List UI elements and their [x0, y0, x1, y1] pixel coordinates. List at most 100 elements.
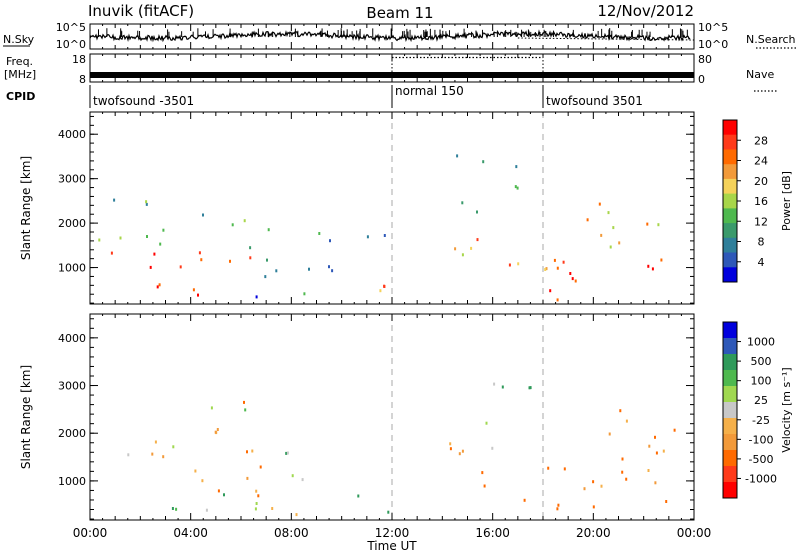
data-cell [153, 252, 156, 256]
colorbar-tick-label: -1000 [745, 472, 777, 485]
data-cell [145, 200, 148, 204]
y-tick-label: 4000 [58, 332, 86, 345]
data-cell [454, 247, 457, 251]
y-tick-label: 1000 [58, 475, 86, 488]
data-cell [210, 406, 213, 410]
data-cell [523, 498, 526, 502]
freq-segment [392, 72, 543, 78]
data-cell [619, 409, 622, 413]
station-title: Inuvik (fitACF) [88, 2, 194, 20]
data-cell [529, 386, 532, 390]
y-tick-label: 3000 [58, 173, 86, 186]
freq-segment [543, 72, 694, 78]
data-cell [257, 494, 260, 498]
data-cell [198, 251, 201, 255]
x-tick-label: 16:00 [475, 526, 510, 540]
data-cell [264, 275, 267, 279]
data-cell [151, 452, 154, 456]
data-cell [483, 484, 486, 488]
freq-unit: [MHz] [4, 68, 36, 81]
data-cell [303, 292, 306, 296]
data-cell [646, 222, 649, 226]
data-cell [625, 477, 628, 481]
data-cell [517, 262, 520, 266]
data-cell [660, 258, 663, 262]
y-axis-label: Slant Range [km] [19, 156, 33, 260]
colorbar-segment [723, 252, 737, 268]
y-axis-label: Slant Range [km] [19, 365, 33, 469]
nsky-panel: N.Sky 10^5 10^0 10^5 10^0 N.Search [3, 21, 797, 51]
data-cell [291, 474, 294, 478]
data-cell [249, 256, 252, 260]
colorbar-tick-label: 8 [758, 236, 765, 249]
colorbar-tick-label: 4 [758, 256, 765, 269]
data-cell [192, 288, 195, 292]
x-tick-label: 00:00 [73, 526, 108, 540]
colorbar-segment [723, 178, 737, 195]
data-cell [149, 265, 152, 269]
freq-tick-top: 18 [72, 53, 86, 66]
data-cell [612, 226, 615, 230]
nsearch-tick-top: 10^5 [698, 21, 728, 34]
x-tick-label: 00:00 [677, 526, 712, 540]
data-cell [205, 508, 208, 512]
colorbar-segment [723, 164, 737, 180]
data-cell [662, 449, 665, 453]
nsky-label: N.Sky [3, 33, 35, 46]
data-cell [574, 279, 577, 283]
data-cell [286, 451, 289, 455]
colorbar-segment [723, 418, 737, 435]
colorbar-segment [723, 434, 737, 451]
colorbar-tick-label: 24 [754, 155, 768, 168]
colorbar-segment [723, 482, 737, 499]
data-cell [545, 267, 548, 271]
data-cell [172, 445, 175, 449]
colorbar-tick-label: -25 [752, 414, 770, 427]
data-cell [251, 449, 254, 453]
data-cell [449, 442, 452, 446]
data-cell [255, 489, 258, 493]
colorbar-segment [723, 322, 737, 339]
data-cell [608, 432, 611, 436]
data-cell [657, 223, 660, 227]
data-cell [271, 507, 274, 510]
colorbar-segment [723, 338, 737, 355]
x-tick-label: 12:00 [375, 526, 410, 540]
data-cell [553, 258, 556, 262]
velocity-cells [127, 382, 676, 517]
data-cell [162, 228, 165, 232]
cpid-segments: twofsound -3501 normal 150 twofsound 3501 [89, 84, 643, 108]
data-cell [592, 505, 595, 509]
data-cell [255, 502, 258, 505]
colorbar-tick-label: 100 [751, 375, 772, 388]
data-cell [461, 201, 464, 205]
data-cell [223, 493, 225, 497]
data-cell [379, 289, 382, 293]
data-cell [482, 160, 485, 164]
data-cell [113, 198, 116, 202]
data-cell [200, 258, 203, 262]
data-cell [197, 293, 199, 297]
data-cell [254, 507, 257, 511]
data-cell [562, 260, 565, 264]
date-title: 12/Nov/2012 [597, 2, 694, 20]
data-cell [216, 428, 219, 431]
beam-title: Beam 11 [366, 4, 433, 22]
data-cell [470, 246, 473, 250]
nsky-line [89, 29, 691, 43]
data-cell [383, 284, 386, 288]
cpid-label: CPID [6, 90, 35, 103]
nsky-tick-top: 10^5 [56, 21, 86, 34]
data-cell [357, 494, 360, 498]
data-cell [651, 267, 654, 271]
data-cell [249, 246, 252, 250]
time-axis-label: Time UT [366, 539, 417, 553]
data-cell [476, 238, 479, 242]
data-cell [583, 487, 586, 491]
time-axis: 00:00 04:00 08:00 12:00 16:00 20:00 00:00 [73, 24, 712, 540]
data-cell [600, 484, 603, 488]
data-cell [654, 481, 657, 485]
nave-label: Nave [746, 68, 774, 81]
colorbar-tick-label: 20 [754, 175, 768, 188]
